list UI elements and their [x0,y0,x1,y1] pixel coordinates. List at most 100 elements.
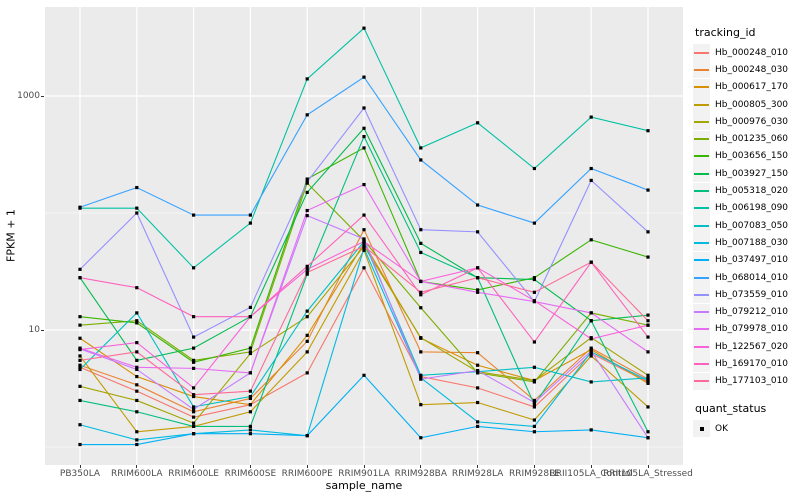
legend-shape-items: OK [693,420,799,438]
legend-line-sample [694,362,709,365]
legend-item-Hb_177103_010: Hb_177103_010 [693,372,799,390]
legend-item-Hb_037497_010: Hb_037497_010 [693,251,799,269]
legend-item-Hb_006198_090: Hb_006198_090 [693,199,799,217]
x-tick-mark [136,465,138,468]
legend-item-Hb_000248_010: Hb_000248_010 [693,44,799,62]
legend-item-label: Hb_005318_020 [715,186,789,197]
data-point-marker [476,351,480,355]
legend-item-Hb_007083_050: Hb_007083_050 [693,217,799,235]
legend-color-title: tracking_id [695,26,756,39]
data-point-marker [476,203,480,207]
data-point-marker [646,378,650,383]
data-point-marker [135,365,139,369]
legend-line-sample [694,293,709,296]
data-point-marker [419,158,423,162]
data-point-marker [135,389,139,393]
legend-item-quant-status: OK [693,420,799,438]
data-point-marker [78,367,82,372]
data-point-marker [532,277,536,282]
legend-key-swatch [693,269,710,286]
data-point-marker [305,180,309,184]
data-point-marker [135,321,139,325]
legend-key-swatch [693,320,710,338]
legend-key-swatch [693,182,710,200]
data-point-marker [248,394,252,399]
data-point-marker [78,398,82,403]
data-point-marker [419,290,423,294]
data-point-marker [78,323,82,327]
data-point-marker [476,230,480,234]
legend-line-sample [694,172,709,175]
data-point-marker [305,333,309,337]
legend-key-swatch [693,78,710,96]
legend-item-label: Hb_000805_300 [715,99,789,110]
legend-item-label: Hb_079212_010 [715,307,789,318]
data-point-marker [362,244,366,248]
data-point-marker [362,126,366,130]
legend-item-label: Hb_073559_010 [715,289,789,300]
data-point-marker [305,190,309,194]
data-point-marker [646,405,650,409]
legend-key-swatch [693,165,710,183]
data-point-marker [135,185,139,190]
data-point-marker [589,428,593,432]
data-point-marker [419,306,423,310]
y-tick-mark [41,95,44,97]
legend-item-label: Hb_169170_010 [715,358,789,369]
data-point-marker [192,266,196,270]
data-point-marker [248,350,252,354]
data-point-marker [192,358,196,362]
data-point-marker [248,305,252,310]
x-tick-mark [420,465,422,468]
data-point-marker [305,309,309,313]
data-point-marker [305,434,309,438]
data-point-marker [476,363,480,367]
data-point-marker [476,266,480,270]
data-point-marker [646,373,650,377]
legend-line-sample [694,311,709,314]
data-point-marker [305,208,309,213]
data-point-marker [419,373,423,377]
legend-item-Hb_003656_150: Hb_003656_150 [693,147,799,165]
data-point-marker [476,290,480,294]
x-tick-label: RRII105LA_Stressed [603,469,693,479]
legend-key-swatch [693,217,710,235]
data-point-marker [476,386,480,390]
data-point-marker [419,350,423,354]
data-point-marker [646,255,650,259]
data-point-marker [192,335,196,339]
data-point-marker [362,246,366,250]
legend-key-swatch [693,338,710,356]
data-point-marker [362,373,366,377]
data-point-marker [248,432,252,436]
data-point-marker [532,430,536,434]
data-point-marker [192,394,196,399]
legend-item-Hb_001235_060: Hb_001235_060 [693,130,799,148]
legend-item-label: Hb_079978_010 [715,324,789,335]
legend-line-sample [694,51,709,54]
legend-item-Hb_000248_030: Hb_000248_030 [693,61,799,79]
data-point-marker [135,286,139,290]
data-point-marker [589,349,593,353]
data-point-marker [589,166,593,171]
data-point-marker [305,270,309,275]
data-point-marker [532,400,536,405]
legend-line-sample [694,259,709,262]
data-point-marker [135,311,139,315]
data-point-marker [532,365,536,369]
x-axis-title: sample_name [325,479,403,492]
x-tick-label: RRIM928BA [394,469,448,479]
y-tick-label: 10 [28,324,40,335]
data-point-marker [248,346,252,350]
data-point-marker [589,115,593,119]
chart-canvas [45,7,683,465]
data-point-marker [362,146,366,150]
data-point-marker [135,206,139,210]
data-point-marker [476,121,480,125]
data-point-marker [589,354,593,358]
data-point-marker [589,337,593,341]
legend-item-label: Hb_000976_030 [715,116,789,127]
legend-line-sample [694,120,709,123]
data-point-marker [476,288,480,292]
data-point-marker [135,430,139,434]
